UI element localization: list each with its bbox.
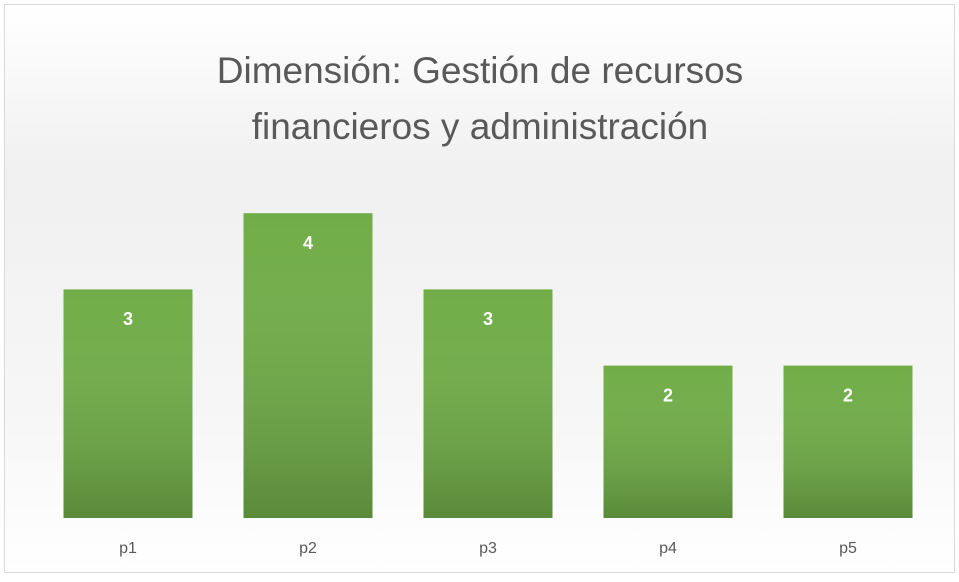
x-tick-label: p4 xyxy=(659,540,677,557)
data-label: 3 xyxy=(123,309,133,329)
chart-title: Dimensión: Gestión de recursos xyxy=(217,50,743,91)
data-label: 4 xyxy=(303,233,313,253)
bar-shade xyxy=(783,365,913,518)
data-label: 2 xyxy=(663,385,673,405)
data-label: 3 xyxy=(483,309,493,329)
bar-shade xyxy=(243,213,373,518)
chart-title: financieros y administración xyxy=(252,106,709,147)
bar-shade xyxy=(63,289,193,518)
x-tick-label: p1 xyxy=(119,540,137,557)
bar-shade xyxy=(603,365,733,518)
bar-shade xyxy=(423,289,553,518)
x-tick-label: p2 xyxy=(299,540,317,557)
x-tick-label: p5 xyxy=(839,540,857,557)
x-tick-label: p3 xyxy=(479,540,497,557)
data-label: 2 xyxy=(843,385,853,405)
